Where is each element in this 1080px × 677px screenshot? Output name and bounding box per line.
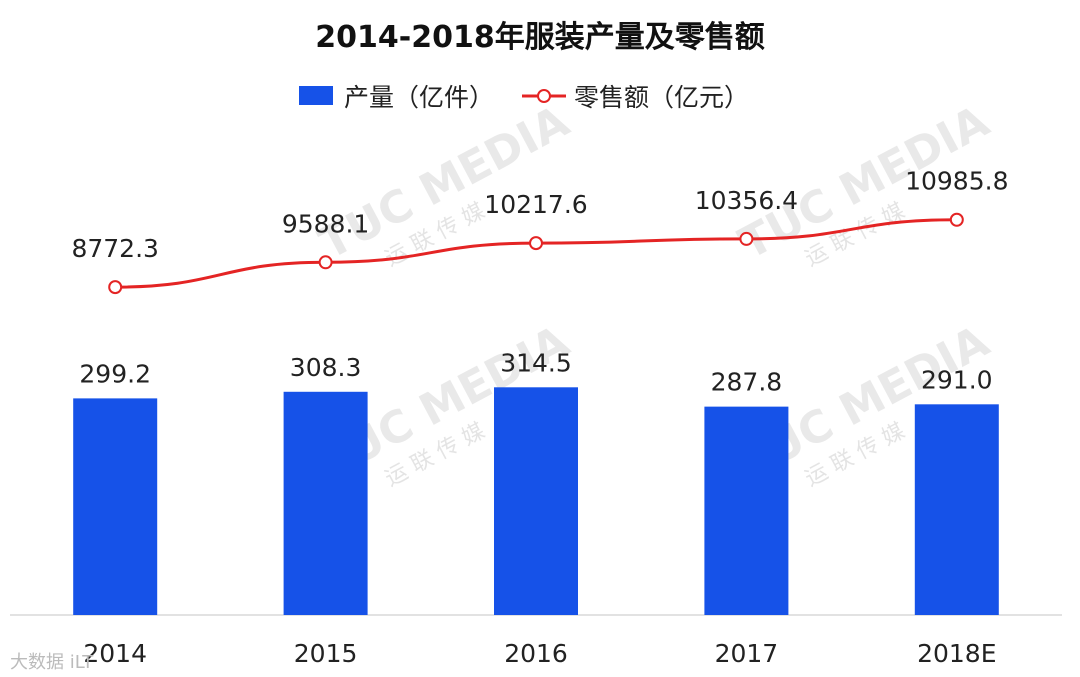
- bar-2015: [283, 391, 368, 615]
- legend: 产量（亿件） 零售额（亿元）: [299, 83, 749, 112]
- bar-2018E: [914, 404, 999, 615]
- bar-label-2015: 308.3: [290, 353, 362, 382]
- x-tick-2015: 2015: [294, 639, 358, 668]
- line-label-2018E: 10985.8: [905, 167, 1008, 196]
- bar-label-2016: 314.5: [500, 348, 572, 377]
- line-marker-2018E: [949, 212, 964, 227]
- corner-watermark: 大数据 iLT: [10, 652, 94, 673]
- legend-bar-swatch: [299, 86, 333, 105]
- line-label-2014: 8772.3: [71, 234, 158, 263]
- watermark-group: TUC MEDIA 运 联 传 媒 TUC MEDIA 运 联 传 媒 TUC …: [311, 96, 997, 492]
- bar-2014: [73, 398, 158, 615]
- bar-label-2017: 287.8: [711, 368, 783, 397]
- bar-2016: [494, 387, 578, 615]
- legend-line-label: 零售额（亿元）: [574, 83, 749, 112]
- x-tick-2017: 2017: [715, 639, 779, 668]
- bar-data-labels: 299.2 308.3 314.5 287.8 291.0: [79, 348, 992, 396]
- bar-2017: [704, 406, 789, 615]
- legend-line-marker: [537, 89, 551, 103]
- line-label-2015: 9588.1: [282, 209, 369, 238]
- line-label-2017: 10356.4: [695, 186, 798, 215]
- x-tick-2018E: 2018E: [917, 639, 996, 668]
- x-tick-2016: 2016: [504, 639, 568, 668]
- x-tick-2014: 2014: [83, 639, 147, 668]
- line-marker-2017: [739, 231, 754, 246]
- legend-bar-label: 产量（亿件）: [344, 83, 494, 112]
- line-marker-2014: [108, 280, 123, 295]
- bar-label-2014: 299.2: [79, 359, 151, 388]
- line-markers: [108, 212, 964, 295]
- line-marker-2016: [529, 236, 543, 251]
- line-marker-2015: [318, 255, 333, 270]
- chart-title: 2014-2018年服装产量及零售额: [315, 20, 764, 55]
- x-axis-tick-labels: 2014 2015 2016 2017 2018E: [83, 639, 996, 668]
- line-label-2016: 10217.6: [484, 190, 587, 219]
- bar-label-2018E: 291.0: [921, 365, 993, 394]
- line-data-labels: 8772.3 9588.1 10217.6 10356.4 10985.8: [71, 167, 1008, 263]
- bar-series: [73, 387, 999, 615]
